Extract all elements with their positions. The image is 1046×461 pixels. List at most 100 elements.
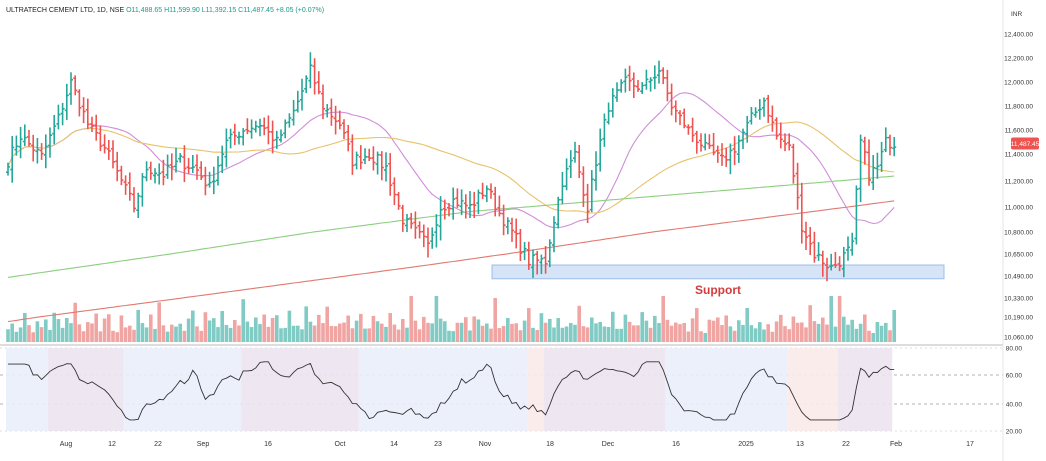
- ohlc-bar: [312, 58, 317, 95]
- volume-bar: [392, 324, 397, 342]
- ohlc-bar: [300, 78, 304, 111]
- ohlc-bar: [396, 192, 401, 210]
- volume-bar: [388, 313, 392, 342]
- last-price-tag-bg: [1011, 137, 1039, 150]
- volume-bar: [846, 324, 850, 342]
- price-tick-label: 10,190.00: [1004, 315, 1033, 322]
- volume-bar: [380, 323, 384, 342]
- volume-bar: [258, 324, 262, 342]
- ohlc-bar: [837, 256, 842, 272]
- ohlc-bar: [325, 104, 330, 118]
- volume-bar: [770, 331, 775, 342]
- price-tick-label: 11,000.00: [1005, 205, 1034, 212]
- ohlc-bar: [287, 113, 292, 128]
- volume-bar: [317, 314, 321, 342]
- rsi-shade-band: [543, 348, 666, 431]
- volume-bar: [350, 328, 355, 342]
- volume-bar: [69, 323, 73, 342]
- ohlc-bar: [169, 153, 174, 181]
- ohlc-bar: [161, 159, 166, 186]
- volume-bar: [489, 328, 493, 342]
- volume-bar: [60, 327, 65, 342]
- ohlc-bar: [132, 187, 136, 213]
- ohlc-bar: [216, 156, 220, 186]
- volume-bar: [325, 306, 329, 342]
- ohlc-bar: [6, 162, 10, 176]
- volume-bar: [762, 329, 766, 342]
- time-tick-label: 13: [796, 441, 804, 448]
- volume-bar: [783, 326, 787, 342]
- volume-bar: [44, 319, 48, 342]
- ohlc-bar: [850, 232, 855, 256]
- volume-bar: [699, 331, 703, 342]
- volume-bar: [577, 305, 581, 342]
- time-tick-label: 23: [434, 441, 442, 448]
- moving-averages: [7, 92, 895, 323]
- volume-bar: [35, 321, 40, 342]
- volume-bar: [359, 313, 363, 342]
- ohlc-bar: [421, 224, 426, 248]
- rsi-tick-label: 40.00: [1006, 402, 1023, 409]
- ohlc-bar: [547, 239, 552, 268]
- ohlc-bar: [757, 99, 762, 120]
- ohlc-bar: [346, 124, 351, 152]
- rsi-tick-label: 60.00: [1006, 373, 1023, 380]
- ohlc-bar: [577, 145, 582, 179]
- volume-bar: [228, 327, 233, 342]
- volume-bar: [644, 320, 649, 342]
- ohlc-bar: [102, 134, 107, 154]
- volume-bar: [98, 331, 103, 342]
- ohlc-bar: [879, 141, 884, 172]
- volume-bar: [888, 330, 892, 342]
- ohlc-bar: [430, 227, 435, 249]
- ohlc-bar: [606, 102, 611, 125]
- volume-bar: [451, 331, 455, 342]
- volume-bar: [39, 327, 44, 342]
- volume-bar: [464, 317, 468, 342]
- ohlc-bar: [694, 130, 699, 154]
- ohlc-bar: [657, 60, 661, 84]
- ohlc-bar: [745, 115, 750, 143]
- ohlc-bar: [321, 84, 325, 120]
- ohlc-bar: [589, 170, 594, 213]
- sma-50-line: [7, 121, 895, 214]
- volume-bar: [459, 322, 464, 342]
- volume-bar: [695, 308, 699, 342]
- ohlc-bar: [552, 216, 556, 253]
- ohlc-bar: [665, 69, 670, 102]
- ohlc-bar: [123, 175, 128, 195]
- volume-bar: [556, 318, 560, 342]
- ohlc-bar: [367, 148, 372, 162]
- volume-bar: [539, 313, 544, 342]
- ohlc-bar: [673, 100, 678, 123]
- ohlc-bar: [531, 249, 535, 278]
- time-tick-label: 16: [672, 441, 680, 448]
- volume-bar: [249, 327, 254, 342]
- ohlc-bar: [69, 72, 73, 105]
- ohlc-bar: [434, 214, 439, 248]
- volume-bar: [270, 317, 275, 342]
- ohlc-bar: [182, 145, 187, 183]
- ohlc-bar: [178, 153, 183, 163]
- ohlc-bar: [539, 254, 544, 275]
- ohlc-bar: [39, 143, 44, 160]
- volume-bar: [774, 321, 779, 342]
- ohlc-bar: [31, 134, 36, 162]
- volume-bar: [262, 314, 266, 342]
- ohlc-bar: [783, 133, 787, 152]
- volume-bar: [426, 322, 430, 342]
- volume-bar: [497, 328, 502, 342]
- ohlc-bar: [270, 120, 275, 154]
- volume-bar: [27, 325, 31, 342]
- ohlc-bar: [363, 148, 367, 165]
- ohlc-bar: [136, 192, 141, 219]
- ohlc-bar: [203, 166, 208, 196]
- ohlc-bar: [883, 127, 888, 153]
- ohlc-bar: [728, 143, 733, 175]
- volume-bar: [384, 326, 388, 342]
- ohlc-bar: [715, 145, 720, 163]
- price-tick-label: 11,800.00: [1005, 104, 1034, 111]
- ohlc-bar: [535, 250, 540, 275]
- volume-bar: [472, 316, 476, 342]
- ohlc-bar: [207, 171, 212, 188]
